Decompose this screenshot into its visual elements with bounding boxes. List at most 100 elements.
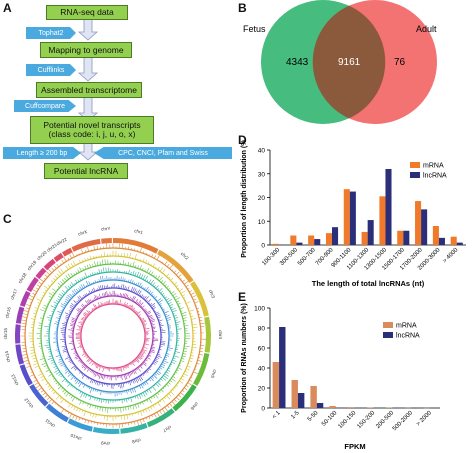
panel-a-label: A	[3, 1, 12, 15]
chart-d-bar-lncrna-6	[385, 169, 392, 245]
circos-chr-label: chrX	[78, 229, 88, 236]
panel-b-label: B	[238, 1, 247, 15]
circos-ideogram-chr2	[157, 249, 194, 284]
chart-d-bar-lncrna-9	[438, 237, 445, 245]
venn-label-adult: Adult	[416, 24, 437, 34]
chart-e-xtick-label: 50-100	[321, 410, 339, 428]
panel-d-label: D	[238, 133, 247, 147]
filter-length: Length ≥ 200 bp	[3, 147, 81, 159]
chart-d-bar-mrna-5	[361, 231, 368, 245]
venn-overlap-region	[312, 5, 386, 119]
chart-e-legend-swatch-lncrna	[383, 332, 393, 338]
circos-ideogram-chr14	[15, 344, 25, 365]
chart-d-xtick-label: 500-700	[297, 247, 317, 267]
circos-chr-label: chr20	[36, 250, 48, 262]
panel-e-label: E	[238, 290, 247, 304]
chart-e-xtick-label: 1-5	[290, 410, 301, 421]
chart-e-legend-label-mrna: mRNA	[396, 323, 417, 330]
chart-d-ytick-label: 0	[261, 243, 265, 250]
tool-cufflinks: Cufflinks	[26, 64, 76, 76]
venn-label-fetus: Fetus	[243, 24, 266, 34]
chart-d-bar-mrna-0	[272, 243, 279, 245]
circos-ideogram-chr16	[15, 306, 25, 324]
circos-chr-label: chr2	[180, 251, 190, 261]
chart-e-bar-mrna-4	[348, 407, 355, 408]
chart-e-bar-lncrna-0	[279, 327, 286, 408]
chart-d-ytick-label: 20	[258, 195, 266, 202]
circos-track-signal-7	[75, 298, 151, 373]
circos-chr-label: chr12	[23, 397, 34, 409]
circos-track-signal-6	[68, 290, 159, 381]
chart-d-bar-lncrna-4	[349, 191, 356, 245]
circos-chr-label: chr11	[44, 418, 56, 429]
circos-chr-label: chr13	[10, 373, 19, 386]
circos-track-0	[24, 247, 202, 425]
panel-c-label: C	[3, 212, 12, 226]
flow-step-mapping: Mapping to genome	[40, 42, 132, 58]
circos-chr-label: chr8	[131, 438, 141, 445]
circos-track-signal-4	[53, 275, 174, 397]
circos-ideogram-chr4	[204, 316, 212, 353]
circos-track-signal-2	[36, 259, 191, 414]
chart-d-xlabel: The length of total lncRNAs (nt)	[312, 279, 425, 288]
circos-chr-label: chr3	[208, 289, 216, 299]
chart-e-bar-mrna-0	[272, 362, 280, 408]
circos-chr-label: chr18	[17, 272, 28, 285]
venn-diagram: Fetus Adult 4343 9161 76	[243, 0, 437, 124]
venn-count-fetus-only: 4343	[286, 57, 309, 68]
flow-arrows	[77, 17, 99, 161]
chart-d-legend-swatch-lncrna	[410, 172, 420, 178]
chart-e-ytick-label: 60	[258, 346, 266, 353]
circos-track-7	[80, 303, 146, 369]
chart-e-xtick-label: 5-50	[307, 410, 320, 423]
circos-chr-label: chr22	[56, 236, 69, 246]
chart-e-ytick-label: 80	[258, 326, 266, 333]
chart-e-xtick-label: < 1	[272, 410, 283, 421]
circos-chr-label: chr1	[134, 228, 144, 235]
tool-cuffcompare: Cuffcompare	[14, 100, 76, 112]
chart-e-bar-mrna-2	[310, 386, 317, 408]
circos-chr-label: chr9	[100, 440, 110, 446]
circos-chr-label: chr5	[210, 369, 218, 379]
circos-chr-label: chr6	[189, 401, 199, 411]
chart-d-bar-lncrna-1	[296, 242, 303, 245]
circos-track-signal-5	[60, 283, 166, 389]
chart-e-ytick-label: 100	[254, 306, 265, 313]
circos-ideogram-chrY	[101, 238, 112, 244]
chart-d-bar-lncrna-2	[314, 239, 321, 245]
chart-e-bar-mrna-3	[329, 406, 336, 408]
circos-chr-label: chr10	[69, 433, 82, 442]
circos-chr-label: chr14	[4, 350, 11, 362]
circos-ideogram-chr5	[193, 352, 210, 386]
chart-d-bar-lncrna-5	[367, 220, 374, 245]
chart-e-ytick-label: 20	[258, 386, 266, 393]
chart-e-bar-lncrna-1	[297, 393, 305, 408]
circos-ideogram-chr15	[14, 324, 21, 344]
chart-d-bar-mrna-2	[308, 235, 315, 245]
chart-d-bar-lncrna-8	[421, 209, 428, 245]
chart-d-bar-lncrna-10	[456, 242, 463, 245]
chart-d-legend-label-lncrna: lncRNA	[423, 173, 447, 180]
chart-d-bar-lncrna-7	[403, 230, 410, 245]
chart-e-bar-lncrna-3	[335, 407, 343, 408]
circos-chr-label: chr4	[218, 330, 223, 339]
filter-coding: CPC, CNCI, Pfam and Swiss	[94, 147, 232, 159]
chart-d-ytick-label: 40	[258, 148, 266, 155]
circos-ideogram-chr20	[43, 258, 56, 271]
circos-ideogram-chr18	[26, 276, 39, 293]
circos-ideogram-chr12	[29, 384, 49, 407]
circos-ideogram-chr9	[92, 427, 120, 434]
circos-track-signal-1	[28, 250, 198, 421]
circos-ideogram-chr3	[190, 281, 209, 317]
chart-e-legend-label-lncrna: lncRNA	[396, 333, 420, 340]
circos-plot: chr1 chr2 chr3 chr4 chr5 chr6 chr7 chr8 chr9 chr1…	[3, 226, 223, 446]
chart-e-xtick-label: 150-200	[356, 410, 376, 430]
venn-count-adult-only: 76	[394, 57, 406, 68]
chart-e-ylabel: Proportion of RNAs numbers (%)	[241, 303, 248, 413]
chart-e-xtick-label: 500-2000	[392, 410, 415, 433]
circos-ideogram-chr8	[120, 422, 148, 434]
chart-e-bar-mrna-1	[291, 380, 298, 408]
circos-chr-label: chrY	[101, 226, 111, 232]
circos-ideogram-chrX	[71, 238, 101, 252]
circos-ideogram-chr21	[53, 252, 64, 262]
